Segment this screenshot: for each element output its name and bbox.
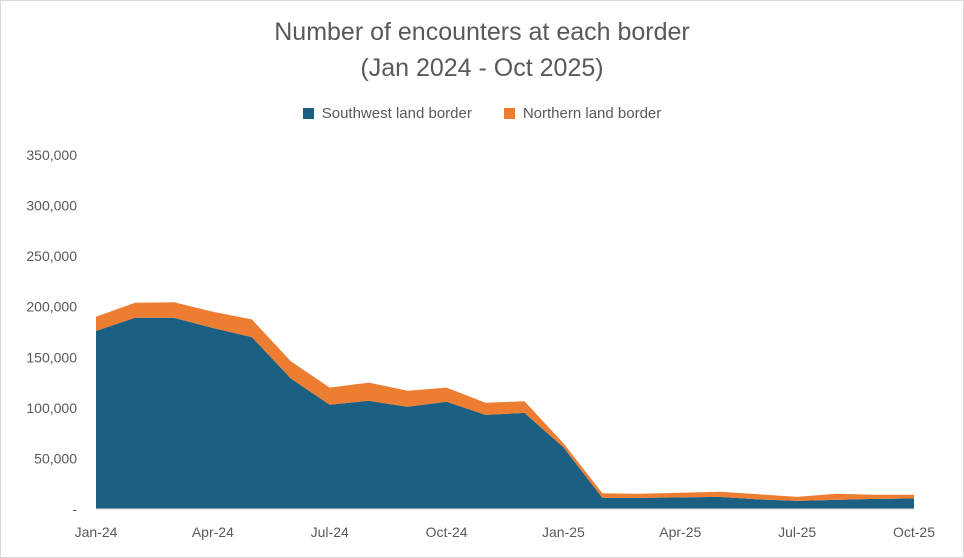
- y-tick-label: 50,000: [34, 450, 77, 466]
- y-tick-label: -: [72, 501, 77, 517]
- legend-swatch-southwest: [302, 108, 314, 119]
- y-tick-label: 300,000: [26, 198, 77, 214]
- y-tick-label: 350,000: [26, 147, 77, 163]
- area-series-southwest: [96, 317, 914, 509]
- chart-legend: Southwest land border Northern land bord…: [0, 105, 964, 122]
- y-tick-label: 250,000: [26, 248, 77, 264]
- x-tick-label: Jan-25: [542, 524, 585, 540]
- x-tick-label: Oct-25: [893, 524, 935, 540]
- x-tick-label: Jul-24: [311, 524, 349, 540]
- legend-swatch-northern: [503, 108, 515, 119]
- y-tick-label: 200,000: [26, 299, 77, 315]
- x-tick-label: Jan-24: [75, 524, 118, 540]
- x-tick-label: Oct-24: [426, 524, 468, 540]
- x-tick-label: Apr-24: [192, 524, 234, 540]
- x-tick-label: Apr-25: [659, 524, 701, 540]
- legend-item-southwest: Southwest land border: [302, 105, 472, 122]
- legend-item-northern: Northern land border: [503, 105, 662, 122]
- x-tick-label: Jul-25: [778, 524, 816, 540]
- y-tick-label: 100,000: [26, 400, 77, 416]
- y-tick-label: 150,000: [26, 349, 77, 365]
- legend-label-southwest: Southwest land border: [321, 105, 472, 122]
- chart-subtitle: (Jan 2024 - Oct 2025): [360, 54, 604, 82]
- legend-label-northern: Northern land border: [522, 105, 662, 122]
- chart-title: Number of encounters at each border: [274, 18, 690, 46]
